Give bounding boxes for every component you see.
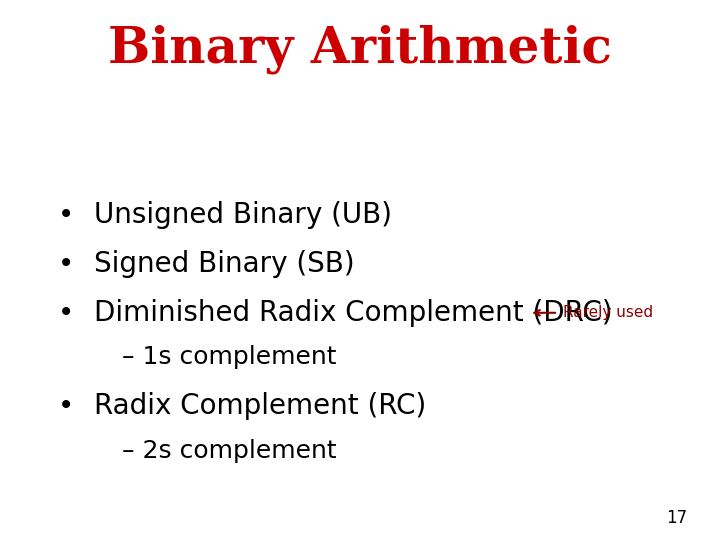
Text: Binary Arithmetic: Binary Arithmetic — [108, 24, 612, 74]
Text: Radix Complement (RC): Radix Complement (RC) — [94, 393, 426, 420]
Text: 17: 17 — [667, 509, 688, 526]
Text: •: • — [58, 299, 74, 327]
Text: •: • — [58, 393, 74, 420]
Text: Signed Binary (SB): Signed Binary (SB) — [94, 250, 354, 278]
Text: Rarely used: Rarely used — [563, 305, 653, 320]
Text: •: • — [58, 250, 74, 278]
Text: – 1s complement: – 1s complement — [122, 346, 337, 369]
Text: – 2s complement: – 2s complement — [122, 439, 337, 463]
Text: Unsigned Binary (UB): Unsigned Binary (UB) — [94, 201, 392, 229]
Text: •: • — [58, 201, 74, 229]
Text: Diminished Radix Complement (DRC): Diminished Radix Complement (DRC) — [94, 299, 612, 327]
